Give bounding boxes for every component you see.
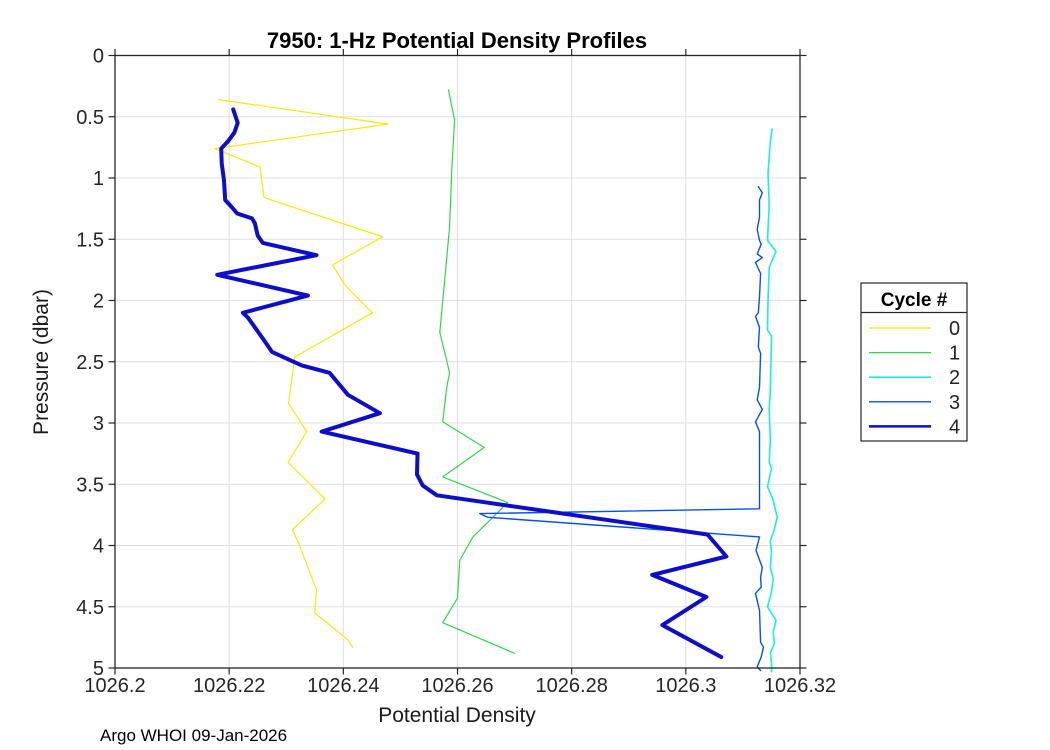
y-tick-label: 1 <box>93 168 104 190</box>
legend-label-cycle-4: 4 <box>949 416 960 438</box>
y-tick-label: 2 <box>93 291 104 313</box>
legend-label-cycle-0: 0 <box>949 318 960 340</box>
legend-entries: 0 12 34 <box>869 318 960 438</box>
y-tick-label: 4 <box>93 536 104 558</box>
grid <box>115 55 800 668</box>
legend-label-cycle-2: 2 <box>949 367 960 389</box>
y-tick-label: 4.5 <box>76 597 104 619</box>
y-axis-label: Pressure (dbar) <box>30 289 53 435</box>
y-tick-labels: 0 0.5 1 1.5 2 2.5 3 3.5 4 4.5 5 <box>76 46 104 681</box>
profile-line-cycle-0 <box>214 98 389 648</box>
x-tick-label: 1026.26 <box>421 675 493 697</box>
axis-ticks <box>108 49 807 675</box>
legend: Cycle # 0 12 34 <box>860 282 968 442</box>
y-tick-label: 0 <box>93 46 104 68</box>
y-tick-label: 3.5 <box>76 474 104 496</box>
legend-label-cycle-1: 1 <box>949 343 960 365</box>
x-axis-label: Potential Density <box>378 704 536 727</box>
x-tick-label: 1026.24 <box>307 675 379 697</box>
plot-border <box>114 54 801 669</box>
footer-annotation: Argo WHOI 09-Jan-2026 <box>100 726 287 745</box>
y-tick-label: 1.5 <box>76 229 104 251</box>
y-tick-label: 2.5 <box>76 352 104 374</box>
x-tick-label: 1026.22 <box>193 675 265 697</box>
x-tick-label: 1026.28 <box>536 675 608 697</box>
x-tick-labels: 1026.2 1026.22 1026.24 1026.26 1026.28 1026.3… <box>84 675 836 697</box>
chart-title: 7950: 1-Hz Potential Density Profiles <box>267 28 647 53</box>
legend-label-cycle-3: 3 <box>949 392 960 414</box>
y-tick-label: 5 <box>93 658 104 680</box>
y-tick-label: 0.5 <box>76 107 104 129</box>
x-tick-label: 1026.32 <box>764 675 836 697</box>
legend-title: Cycle # <box>881 290 948 311</box>
profile-line-cycle-1 <box>439 89 516 654</box>
profile-line-cycle-3 <box>479 185 765 672</box>
profile-line-cycle-4 <box>215 107 729 659</box>
y-tick-label: 3 <box>93 413 104 435</box>
legend-box <box>860 282 968 442</box>
x-tick-label: 1026.2 <box>84 675 145 697</box>
series-lines <box>214 89 779 673</box>
profile-line-cycle-2 <box>766 128 779 673</box>
x-tick-label: 1026.3 <box>655 675 716 697</box>
